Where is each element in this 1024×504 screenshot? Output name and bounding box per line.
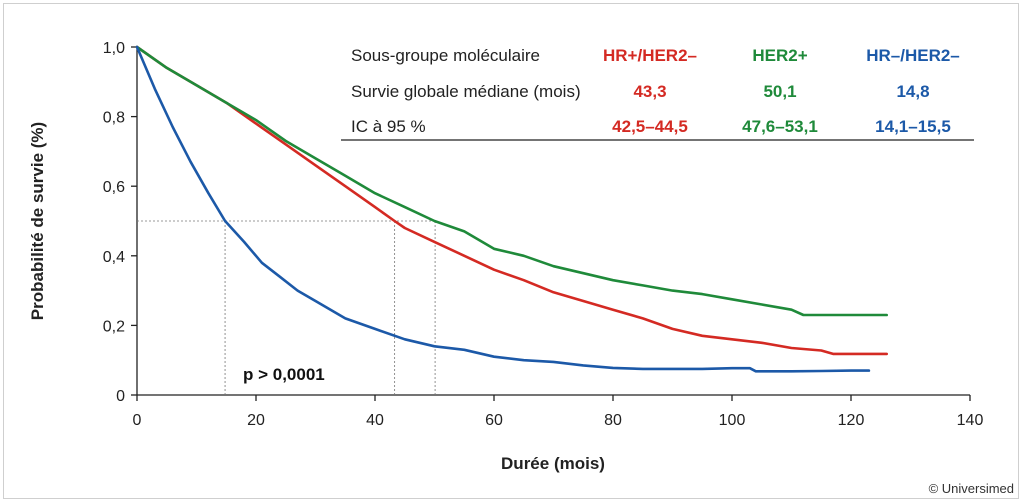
- chart-frame: [3, 3, 1019, 499]
- y-axis-label: Probabilité de survie (%): [28, 122, 47, 320]
- y-tick-label: 0,6: [103, 179, 125, 196]
- copyright-text: © Universimed: [928, 481, 1014, 496]
- table-cell: 42,5–44,5: [612, 117, 688, 136]
- y-tick-label: 1,0: [103, 40, 125, 57]
- x-tick-label: 60: [485, 412, 503, 429]
- p-value-annotation: p > 0,0001: [243, 365, 325, 384]
- y-tick-label: 0: [116, 388, 125, 405]
- x-axis-label: Durée (mois): [501, 454, 605, 473]
- table-row-header: Sous-groupe moléculaire: [351, 46, 540, 65]
- table-cell: HR+/HER2–: [603, 46, 697, 65]
- x-tick-label: 120: [838, 412, 865, 429]
- y-tick-label: 0,4: [103, 249, 125, 266]
- table-row-header: Survie globale médiane (mois): [351, 82, 581, 101]
- y-tick-label: 0,8: [103, 110, 125, 127]
- table-cell: 43,3: [633, 82, 666, 101]
- table-row-header: IC à 95 %: [351, 117, 426, 136]
- tick-labels: 0 20 40 60 80 100 120 140 0 0,2 0,4 0,6 0,8 1,0: [103, 40, 984, 429]
- table-cell: 47,6–53,1: [742, 117, 818, 136]
- table-cell: 50,1: [763, 82, 796, 101]
- x-tick-label: 140: [957, 412, 984, 429]
- table-cell: HER2+: [752, 46, 807, 65]
- median-survival-table: Sous-groupe moléculaire Survie globale mé…: [341, 46, 974, 141]
- survival-curves: [135, 45, 889, 373]
- series-line-HR–/HER2–: [135, 45, 871, 373]
- x-tick-label: 100: [719, 412, 746, 429]
- x-tick-label: 40: [366, 412, 384, 429]
- x-tick-label: 80: [604, 412, 622, 429]
- table-cell: HR–/HER2–: [866, 46, 960, 65]
- y-tick-label: 0,2: [103, 318, 125, 335]
- x-tick-label: 20: [247, 412, 265, 429]
- table-cell: 14,1–15,5: [875, 117, 951, 136]
- series-line-HR+/HER2–: [135, 45, 889, 356]
- x-tick-label: 0: [133, 412, 142, 429]
- median-guides: [137, 220, 436, 395]
- series-line-HER2+: [135, 45, 889, 317]
- table-cell: 14,8: [896, 82, 929, 101]
